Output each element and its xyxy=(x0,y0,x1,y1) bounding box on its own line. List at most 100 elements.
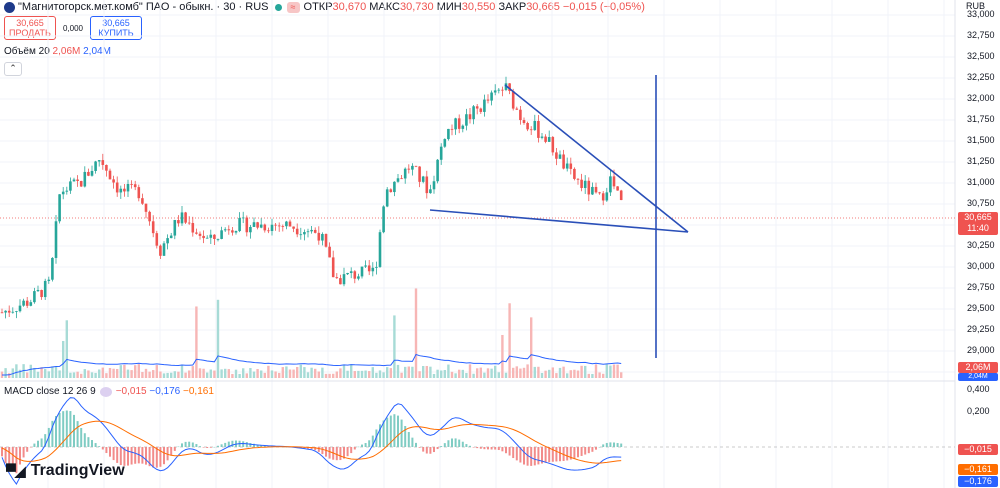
macd-hist-bar xyxy=(299,447,302,449)
collapse-legend-button[interactable]: ⌃ xyxy=(4,62,22,76)
compare-icon[interactable]: ≈ xyxy=(286,1,300,13)
candle-body xyxy=(281,226,285,227)
volume-ma-badge: 2,04M xyxy=(958,373,998,381)
macd-hist-bar xyxy=(335,447,338,461)
macd-hist-bar xyxy=(145,447,147,465)
volume-bar xyxy=(170,372,173,378)
price-tick-label: 29,000 xyxy=(967,345,995,355)
volume-bar xyxy=(396,364,400,378)
volume-bar xyxy=(544,370,547,378)
macd-hist-bar xyxy=(80,427,83,447)
candle-body xyxy=(105,164,108,171)
visibility-icon[interactable] xyxy=(99,386,112,397)
volume-bar xyxy=(90,372,94,378)
tradingview-logo[interactable]: ▀◢ TradingView xyxy=(6,462,125,480)
volume-bar xyxy=(123,364,126,378)
volume-bar xyxy=(566,373,569,378)
macd-hist-bar xyxy=(415,442,417,447)
wedge-upper-trendline[interactable] xyxy=(504,84,689,233)
wedge-lower-trendline[interactable] xyxy=(429,209,689,233)
candle-body xyxy=(443,139,447,147)
volume-bar xyxy=(62,340,65,378)
macd-hist-bar xyxy=(566,447,569,461)
signal-badge: −0,161 xyxy=(958,464,998,475)
candle-body xyxy=(61,191,65,195)
volume-bar xyxy=(281,367,284,378)
candle-body xyxy=(54,221,58,258)
macd-hist-bar xyxy=(227,441,230,447)
macd-legend[interactable]: MACD close 12 26 9 −0,015 −0,176 −0,161 xyxy=(4,386,214,397)
open-value: 30,670 xyxy=(332,1,367,13)
sell-button[interactable]: 30,665 ПРОДАТЬ xyxy=(4,16,56,40)
candle-body xyxy=(299,234,303,236)
volume-bar xyxy=(404,366,407,378)
volume-bar xyxy=(195,306,198,378)
macd-hist-bar xyxy=(620,443,623,447)
macd-hist-bar xyxy=(458,439,461,447)
candle-body xyxy=(90,170,94,176)
macd-hist-bar xyxy=(303,447,306,449)
candle-body xyxy=(493,90,497,93)
macd-label: MACD close 12 26 9 xyxy=(4,386,96,397)
candle-body xyxy=(130,183,133,185)
volume-legend[interactable]: Объём 20 2,06M 2,04M xyxy=(4,46,111,57)
macd-hist-bar xyxy=(91,440,93,447)
volume-bar xyxy=(447,364,450,378)
volume-bar xyxy=(497,372,500,378)
macd-hist-bar xyxy=(137,447,140,464)
currency-label[interactable]: RUB xyxy=(966,1,986,11)
macd-hist-bar xyxy=(94,443,97,447)
volume-bar xyxy=(108,367,112,378)
volume-bar xyxy=(216,299,220,378)
buy-button[interactable]: 30,665 КУПИТЬ xyxy=(90,16,142,40)
volume-bar xyxy=(184,372,187,378)
macd-hist-bar xyxy=(508,447,511,456)
volume-bar xyxy=(80,373,83,378)
candle-body xyxy=(231,230,234,233)
price-tick-label: 32,250 xyxy=(967,72,995,82)
volume-bar xyxy=(328,373,331,378)
macd-hist-bar xyxy=(11,447,14,472)
macd-hist-bar xyxy=(170,447,173,456)
macd-hist-bar xyxy=(425,447,428,454)
volume-bar xyxy=(227,369,230,378)
candle-body xyxy=(403,168,407,179)
volume-bar xyxy=(119,365,122,378)
candle-body xyxy=(184,212,187,223)
volume-bar xyxy=(350,364,353,378)
candle-body xyxy=(310,229,313,232)
candle-body xyxy=(547,137,551,142)
volume-bar xyxy=(267,365,270,378)
macd-hist-bar xyxy=(350,447,353,454)
volume-bar xyxy=(288,369,292,378)
volume-bar xyxy=(332,373,335,378)
candle-body xyxy=(245,217,249,233)
macd-hist-bar xyxy=(559,447,561,462)
volume-bar xyxy=(65,320,68,378)
candle-body xyxy=(76,179,79,182)
candle-body xyxy=(393,181,396,193)
macd-hist-bar xyxy=(523,447,525,465)
price-tick-label: 29,500 xyxy=(967,303,995,313)
macd-hist-bar xyxy=(371,435,374,447)
macd-hist-bar xyxy=(65,410,68,447)
volume-bar xyxy=(530,317,533,378)
candlesticks xyxy=(0,76,623,319)
macd-hist-bar xyxy=(433,447,435,453)
macd-hist-bar xyxy=(202,447,205,448)
macd-hist-bar xyxy=(256,444,259,447)
volume-bar xyxy=(40,367,43,378)
sell-price: 30,665 xyxy=(16,18,44,28)
symbol-legend[interactable]: "Магнитогорск.мет.комб" ПАО - обыкн. · 3… xyxy=(4,0,645,14)
candle-body xyxy=(238,218,241,232)
last-price-badge: 30,665 11:40 xyxy=(958,212,998,235)
symbol-title[interactable]: "Магнитогорск.мет.комб" ПАО - обыкн. · 3… xyxy=(18,1,269,13)
macd-hist-bar xyxy=(199,446,201,447)
volume-bar xyxy=(198,368,202,378)
macd-hist-bar xyxy=(465,444,468,447)
buy-label: КУПИТЬ xyxy=(98,28,134,38)
price-tick-label: 31,750 xyxy=(967,114,995,124)
candle-body xyxy=(544,136,547,142)
candle-body xyxy=(331,257,335,278)
